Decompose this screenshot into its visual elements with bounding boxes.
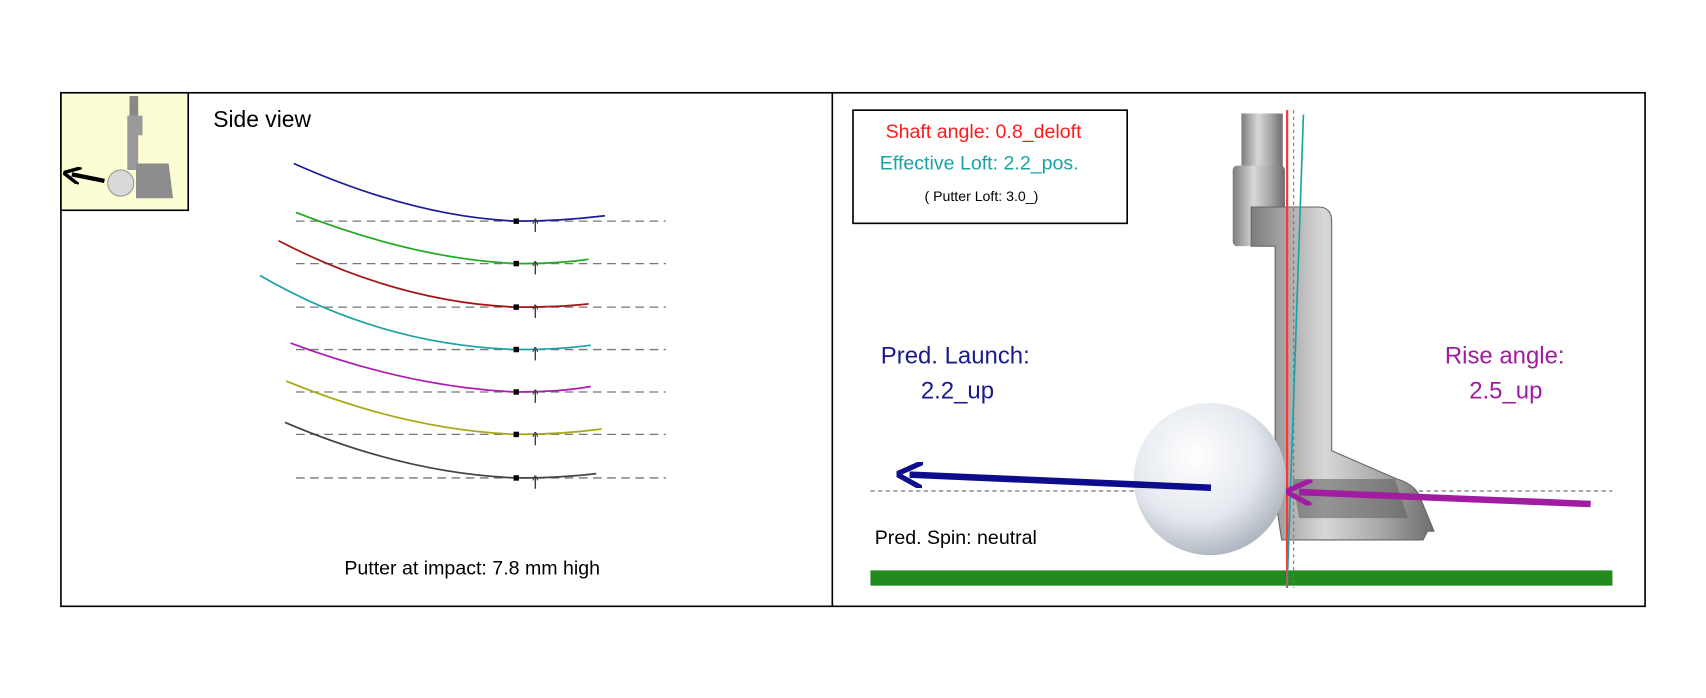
impact-marker [513, 389, 519, 395]
trajectory [259, 274, 591, 351]
thumbnail [60, 91, 190, 212]
side-view-title: Side view [213, 106, 311, 132]
rise-arrow [1299, 492, 1591, 508]
impact-marker [513, 431, 519, 438]
trajectory [293, 162, 606, 223]
trajectory [290, 342, 591, 393]
golf-ball [1133, 402, 1287, 556]
loft-line [1286, 114, 1305, 588]
spin-label: Pred. Spin: neutral [875, 527, 1037, 549]
impact-marker [513, 260, 519, 267]
trajectory [284, 421, 597, 479]
impact-marker [513, 304, 519, 310]
trajectory [278, 239, 589, 308]
launch-value: 2.2_up [921, 377, 994, 404]
ground [870, 570, 1613, 586]
trajectories [259, 162, 666, 489]
trajectory [285, 380, 602, 436]
trajectory [295, 211, 589, 265]
outer-frame [60, 91, 1646, 608]
impact-caption: Putter at impact: 7.8 mm high [344, 557, 600, 579]
impact-marker [513, 218, 519, 224]
impact-marker [513, 346, 519, 353]
rise-value: 2.5_up [1469, 377, 1542, 404]
launch-arrow [910, 475, 1212, 491]
impact-marker [513, 475, 519, 481]
shaft-angle: Shaft angle: 0.8_deloft [886, 121, 1082, 143]
info-box [852, 109, 1128, 225]
putter-loft: ( Putter Loft: 3.0_) [924, 188, 1038, 204]
rise-label: Rise angle: [1445, 342, 1565, 369]
effective-loft: Effective Loft: 2.2_pos. [880, 153, 1079, 175]
launch-label: Pred. Launch: [881, 342, 1030, 369]
